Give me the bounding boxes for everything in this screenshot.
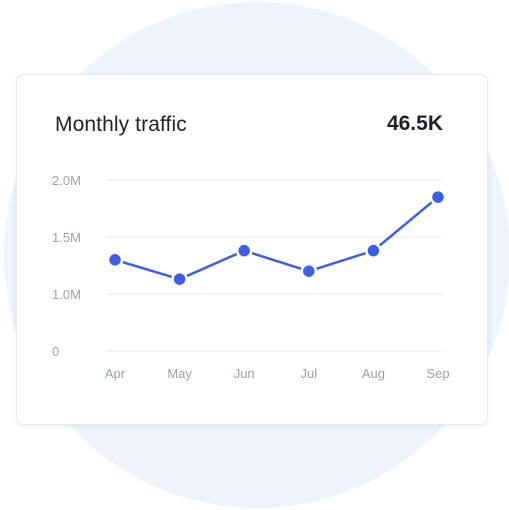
y-tick-label: 1.0M xyxy=(52,287,81,302)
data-point[interactable] xyxy=(171,270,188,288)
x-tick-label: Aug xyxy=(362,366,385,381)
x-tick-label: Sep xyxy=(426,366,449,381)
x-tick-label: May xyxy=(167,366,192,381)
data-point[interactable] xyxy=(429,188,447,206)
card-value: 46.5K xyxy=(386,112,443,135)
card-title: Monthly traffic xyxy=(55,113,187,136)
y-tick-label: 1.5M xyxy=(52,230,81,245)
x-tick-label: Apr xyxy=(105,366,126,381)
data-point[interactable] xyxy=(106,251,124,269)
x-tick-label: Jun xyxy=(234,366,255,381)
x-tick-label: Jul xyxy=(300,366,317,381)
y-tick-label: 2.0M xyxy=(52,173,81,188)
y-tick-label: 0 xyxy=(52,344,59,359)
data-point[interactable] xyxy=(365,242,382,259)
data-point[interactable] xyxy=(300,262,318,280)
data-point[interactable] xyxy=(235,242,253,259)
series-line xyxy=(113,195,440,281)
